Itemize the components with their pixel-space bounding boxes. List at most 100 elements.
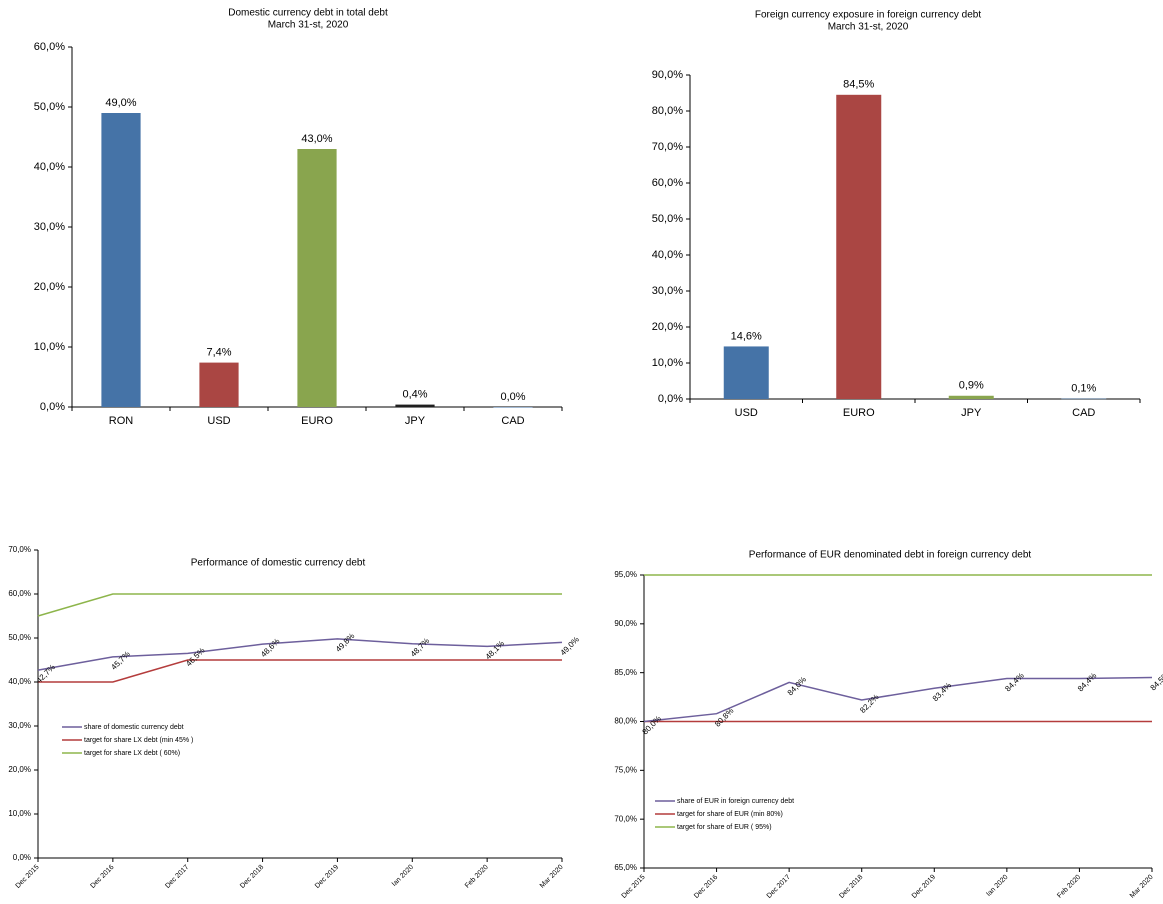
- value-label: 48,7%: [409, 636, 431, 658]
- series-line: [37, 638, 563, 671]
- x-tick-label: Dec 2015: [621, 874, 647, 900]
- y-tick-label: 50,0%: [8, 633, 31, 642]
- x-tick-label: Dec 2017: [766, 874, 792, 900]
- x-tick-label: Dec 2016: [693, 874, 719, 900]
- bar: [395, 404, 435, 407]
- x-tick-label: CAD: [1072, 407, 1095, 419]
- y-tick-label: 60,0%: [8, 589, 31, 598]
- legend-label: target for share of EUR ( 95%): [677, 824, 772, 831]
- legend-label: target for share LX debt (min 45% ): [84, 737, 193, 744]
- bar: [836, 94, 882, 400]
- value-label: 83,4%: [931, 681, 953, 703]
- legend-label: share of EUR in foreign currency debt: [677, 798, 794, 805]
- y-tick-label: 90,0%: [614, 619, 637, 628]
- x-tick-label: Dec 2019: [911, 874, 937, 900]
- y-tick-label: 10,0%: [652, 357, 683, 369]
- chart: Domestic currency debt in total debtMarc…: [34, 8, 563, 427]
- y-tick-label: 30,0%: [652, 285, 683, 297]
- value-label: 0,1%: [1071, 383, 1096, 395]
- x-tick-label: Dec 2018: [239, 864, 265, 890]
- x-tick-label: RON: [109, 415, 134, 427]
- value-label: 45,7%: [109, 649, 131, 671]
- x-tick-label: JPY: [405, 415, 426, 427]
- y-tick-label: 80,0%: [652, 105, 683, 117]
- y-tick-label: 30,0%: [34, 221, 65, 233]
- value-label: 0,9%: [959, 380, 984, 392]
- value-label: 84,5%: [843, 79, 874, 91]
- series-line: [37, 593, 562, 617]
- x-tick-label: EURO: [843, 407, 875, 419]
- value-label: 48,1%: [484, 639, 506, 661]
- legend-label: target for share of EUR (min 80%): [677, 811, 783, 818]
- value-label: 14,6%: [731, 330, 762, 342]
- y-tick-label: 80,0%: [614, 717, 637, 726]
- x-tick-label: Ian 2020: [985, 874, 1009, 898]
- chart-title: Domestic currency debt in total debt: [228, 8, 388, 19]
- chart-subtitle: March 31-st, 2020: [268, 20, 349, 31]
- y-tick-label: 60,0%: [34, 41, 65, 53]
- chart: Performance of EUR denominated debt in f…: [614, 550, 1163, 900]
- x-tick-label: Dec 2018: [838, 874, 864, 900]
- chart-title: Performance of EUR denominated debt in f…: [749, 550, 1032, 561]
- x-tick-label: Feb 2020: [464, 864, 490, 890]
- series-line: [38, 659, 562, 683]
- x-tick-label: Feb 2020: [1056, 874, 1082, 900]
- chart: Foreign currency exposure in foreign cur…: [652, 10, 1141, 419]
- y-tick-label: 95,0%: [614, 570, 637, 579]
- bar: [1061, 398, 1107, 400]
- value-label: 48,6%: [259, 637, 281, 659]
- y-tick-label: 50,0%: [34, 101, 65, 113]
- y-tick-label: 75,0%: [614, 765, 637, 774]
- y-tick-label: 85,0%: [614, 668, 637, 677]
- chart-title: Foreign currency exposure in foreign cur…: [755, 10, 981, 21]
- value-label: 0,4%: [402, 389, 427, 401]
- bar: [723, 346, 769, 399]
- bar: [948, 395, 994, 399]
- x-tick-label: EURO: [301, 415, 333, 427]
- legend-label: target for share LX debt ( 60%): [84, 750, 180, 757]
- chart: Performance of domestic currency debt 0,0…: [8, 545, 581, 890]
- bar: [199, 362, 239, 407]
- y-tick-label: 20,0%: [8, 765, 31, 774]
- bar: [297, 149, 337, 407]
- y-tick-label: 0,0%: [40, 401, 65, 413]
- value-label: 46,5%: [184, 646, 206, 668]
- y-tick-label: 40,0%: [34, 161, 65, 173]
- value-label: 0,0%: [500, 391, 525, 403]
- x-tick-label: Dec 2016: [89, 864, 115, 890]
- value-label: 49,8%: [334, 631, 356, 653]
- x-tick-label: CAD: [501, 415, 524, 427]
- y-tick-label: 65,0%: [614, 863, 637, 872]
- x-tick-label: JPY: [961, 407, 982, 419]
- y-tick-label: 70,0%: [614, 814, 637, 823]
- value-label: 84,4%: [1003, 671, 1025, 693]
- value-label: 43,0%: [301, 133, 332, 145]
- value-label: 84,5%: [1149, 670, 1163, 692]
- y-tick-label: 10,0%: [8, 809, 31, 818]
- y-tick-label: 40,0%: [652, 249, 683, 261]
- y-tick-label: 90,0%: [652, 69, 683, 81]
- y-tick-label: 60,0%: [652, 177, 683, 189]
- x-tick-label: Dec 2019: [314, 864, 340, 890]
- x-tick-label: Dec 2015: [15, 864, 41, 890]
- y-tick-label: 10,0%: [34, 341, 65, 353]
- x-tick-label: Ian 2020: [391, 864, 415, 888]
- series-line: [643, 676, 1153, 723]
- value-label: 49,0%: [559, 635, 581, 657]
- y-tick-label: 30,0%: [8, 721, 31, 730]
- chart-title: Performance of domestic currency debt: [191, 558, 366, 569]
- y-tick-label: 0,0%: [658, 393, 683, 405]
- bar: [493, 407, 533, 408]
- x-tick-label: USD: [207, 415, 230, 427]
- x-tick-label: Dec 2017: [164, 864, 190, 890]
- chart-subtitle: March 31-st, 2020: [828, 22, 909, 33]
- value-label: 84,4%: [1076, 671, 1098, 693]
- x-tick-label: USD: [735, 407, 758, 419]
- y-tick-label: 40,0%: [8, 677, 31, 686]
- bar: [101, 113, 141, 407]
- value-label: 7,4%: [206, 347, 231, 359]
- y-tick-label: 0,0%: [13, 853, 31, 862]
- y-tick-label: 70,0%: [8, 545, 31, 554]
- y-tick-label: 20,0%: [34, 281, 65, 293]
